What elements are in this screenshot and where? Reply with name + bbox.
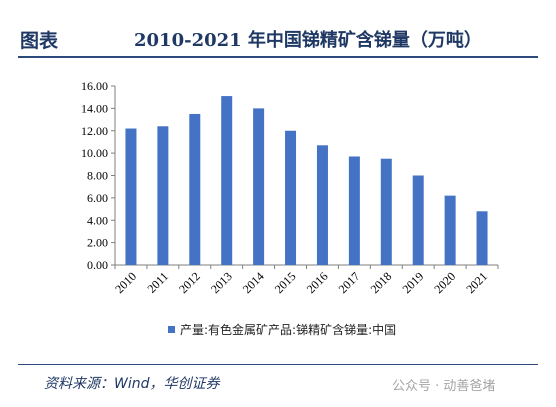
bar-2017: [348, 156, 360, 265]
x-tick-label: 2018: [368, 269, 395, 296]
y-tick-label: 6.00: [87, 191, 108, 205]
x-tick-label: 2014: [240, 269, 267, 296]
x-tick-label: 2016: [304, 269, 331, 296]
y-tick-label: 2.00: [87, 236, 108, 250]
bar-2015: [285, 130, 297, 265]
figure-header: 图表 2010-2021 年中国锑精矿含锑量（万吨）: [0, 0, 556, 60]
chart-title: 2010-2021 年中国锑精矿含锑量（万吨）: [134, 30, 482, 51]
bar-2019: [412, 175, 424, 265]
x-tick-label: 2013: [208, 269, 235, 296]
bar-2018: [380, 158, 392, 265]
legend-label: 产量:有色金属矿产品:锑精矿含锑量:中国: [180, 323, 397, 337]
bar-2013: [221, 96, 233, 265]
y-tick-label: 14.00: [81, 101, 108, 115]
figure-label: 图表: [20, 30, 59, 52]
x-tick-label: 2015: [272, 269, 299, 296]
source-note: 资料来源：Wind，华创证券: [44, 376, 220, 392]
y-tick-label: 12.00: [81, 124, 108, 138]
x-tick-label: 2010: [112, 269, 139, 296]
x-tick-label: 2011: [144, 269, 171, 296]
watermark-text: 公众号 · 动善爸堵: [392, 379, 496, 394]
x-tick-label: 2019: [399, 269, 426, 296]
bar-2014: [253, 108, 265, 265]
y-tick-label: 16.00: [81, 79, 108, 93]
bar-series: [125, 96, 488, 266]
bar-2011: [157, 126, 169, 266]
y-axis: 0.00 2.00 4.00 6.00 8.00 10.00 12.00 14.00 16.00: [81, 79, 116, 272]
chart-legend: 产量:有色金属矿产品:锑精矿含锑量:中国: [168, 321, 396, 338]
x-tick-label: 2012: [176, 269, 203, 296]
bar-chart: 0.00 2.00 4.00 6.00 8.00 10.00 12.00 14.00 16.00…: [81, 79, 499, 296]
legend-swatch: [168, 326, 175, 333]
x-tick-label: 2017: [336, 269, 363, 296]
bar-2016: [316, 145, 328, 265]
bar-2012: [189, 113, 201, 265]
bar-2010: [125, 128, 137, 265]
x-tick-label: 2021: [463, 269, 490, 296]
x-tick-label: 2020: [431, 269, 458, 296]
y-tick-label: 0.00: [87, 258, 108, 272]
header-divider: [18, 56, 538, 58]
x-axis: 2010 2011 2012 2013 2014 2015 2016 2017 2018 2019…: [112, 264, 499, 296]
y-tick-label: 4.00: [87, 213, 108, 227]
y-tick-label: 8.00: [87, 169, 108, 183]
bar-2020: [444, 195, 456, 265]
footer-divider: [18, 364, 538, 365]
bar-2021: [476, 211, 488, 265]
y-tick-label: 10.00: [81, 146, 108, 160]
